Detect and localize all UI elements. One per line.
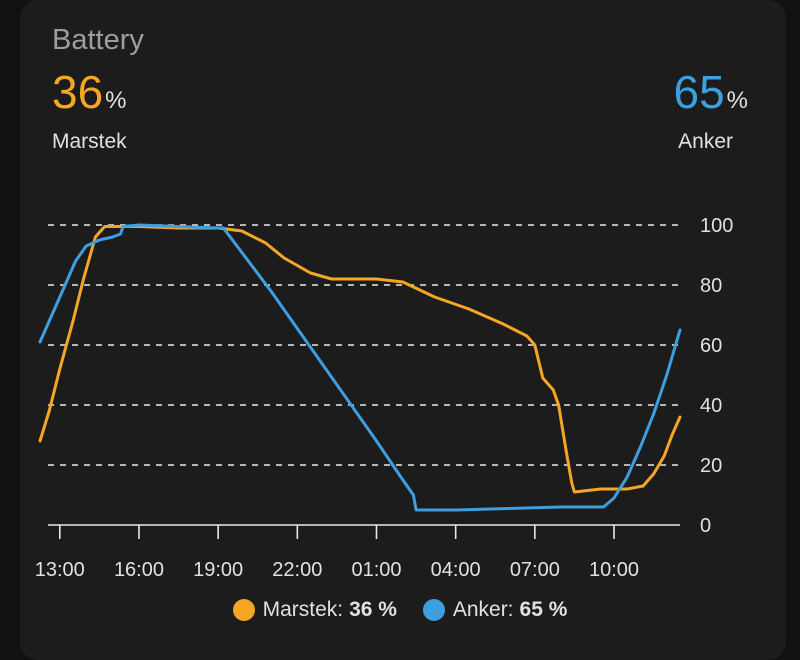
marstek-unit: % (105, 87, 127, 114)
x-tick-label-1600: 16:00 (114, 559, 164, 581)
legend-item-anker[interactable]: Anker: 65 % (422, 598, 568, 622)
x-tick-label-2200: 22:00 (272, 559, 322, 581)
marstek-legend-dot (232, 599, 255, 621)
y-tick-label-100: 100 (700, 215, 733, 237)
legend-marstek-value: 36 % (349, 598, 397, 621)
chart-legend: Marstek: 36 % Anker: 65 % (0, 598, 800, 627)
y-tick-label-80: 80 (700, 275, 722, 297)
series-line-anker (38, 223, 682, 512)
legend-item-marstek[interactable]: Marstek: 36 % (232, 598, 397, 622)
legend-marstek-name: Marstek: (262, 598, 344, 621)
legend-anker-value: 65 % (519, 598, 568, 621)
y-tick-label-40: 40 (700, 395, 722, 417)
y-tick-label-20: 20 (700, 455, 722, 477)
legend-anker-name: Anker: (452, 598, 514, 621)
x-tick-label-0700: 07:00 (510, 559, 560, 581)
anker-unit: % (726, 87, 748, 114)
x-tick-label-0400: 04:00 (431, 559, 481, 581)
x-tick-label-1300: 13:00 (35, 559, 85, 581)
anker-label: Anker (678, 130, 733, 153)
series-line-marstek (38, 225, 682, 494)
anker-value: 65% (673, 66, 748, 127)
battery-card[interactable] (20, 0, 786, 660)
y-tick-label-60: 60 (700, 335, 722, 357)
card-title: Battery (52, 24, 144, 56)
y-tick-label-0: 0 (700, 515, 711, 537)
marstek-label: Marstek (52, 130, 127, 153)
x-tick-label-1900: 19:00 (193, 559, 243, 581)
marstek-percent: 36 (52, 66, 104, 118)
x-tick-label-1000: 10:00 (589, 559, 639, 581)
marstek-value: 36% (52, 66, 127, 127)
anker-legend-dot (422, 599, 445, 621)
anker-percent: 65 (673, 66, 725, 118)
battery-chart[interactable]: 0 20 40 60 80 100 13:00 16:00 19:00 22:00 01:00 04:… (0, 0, 800, 600)
x-tick-label-0100: 01:00 (351, 559, 401, 581)
